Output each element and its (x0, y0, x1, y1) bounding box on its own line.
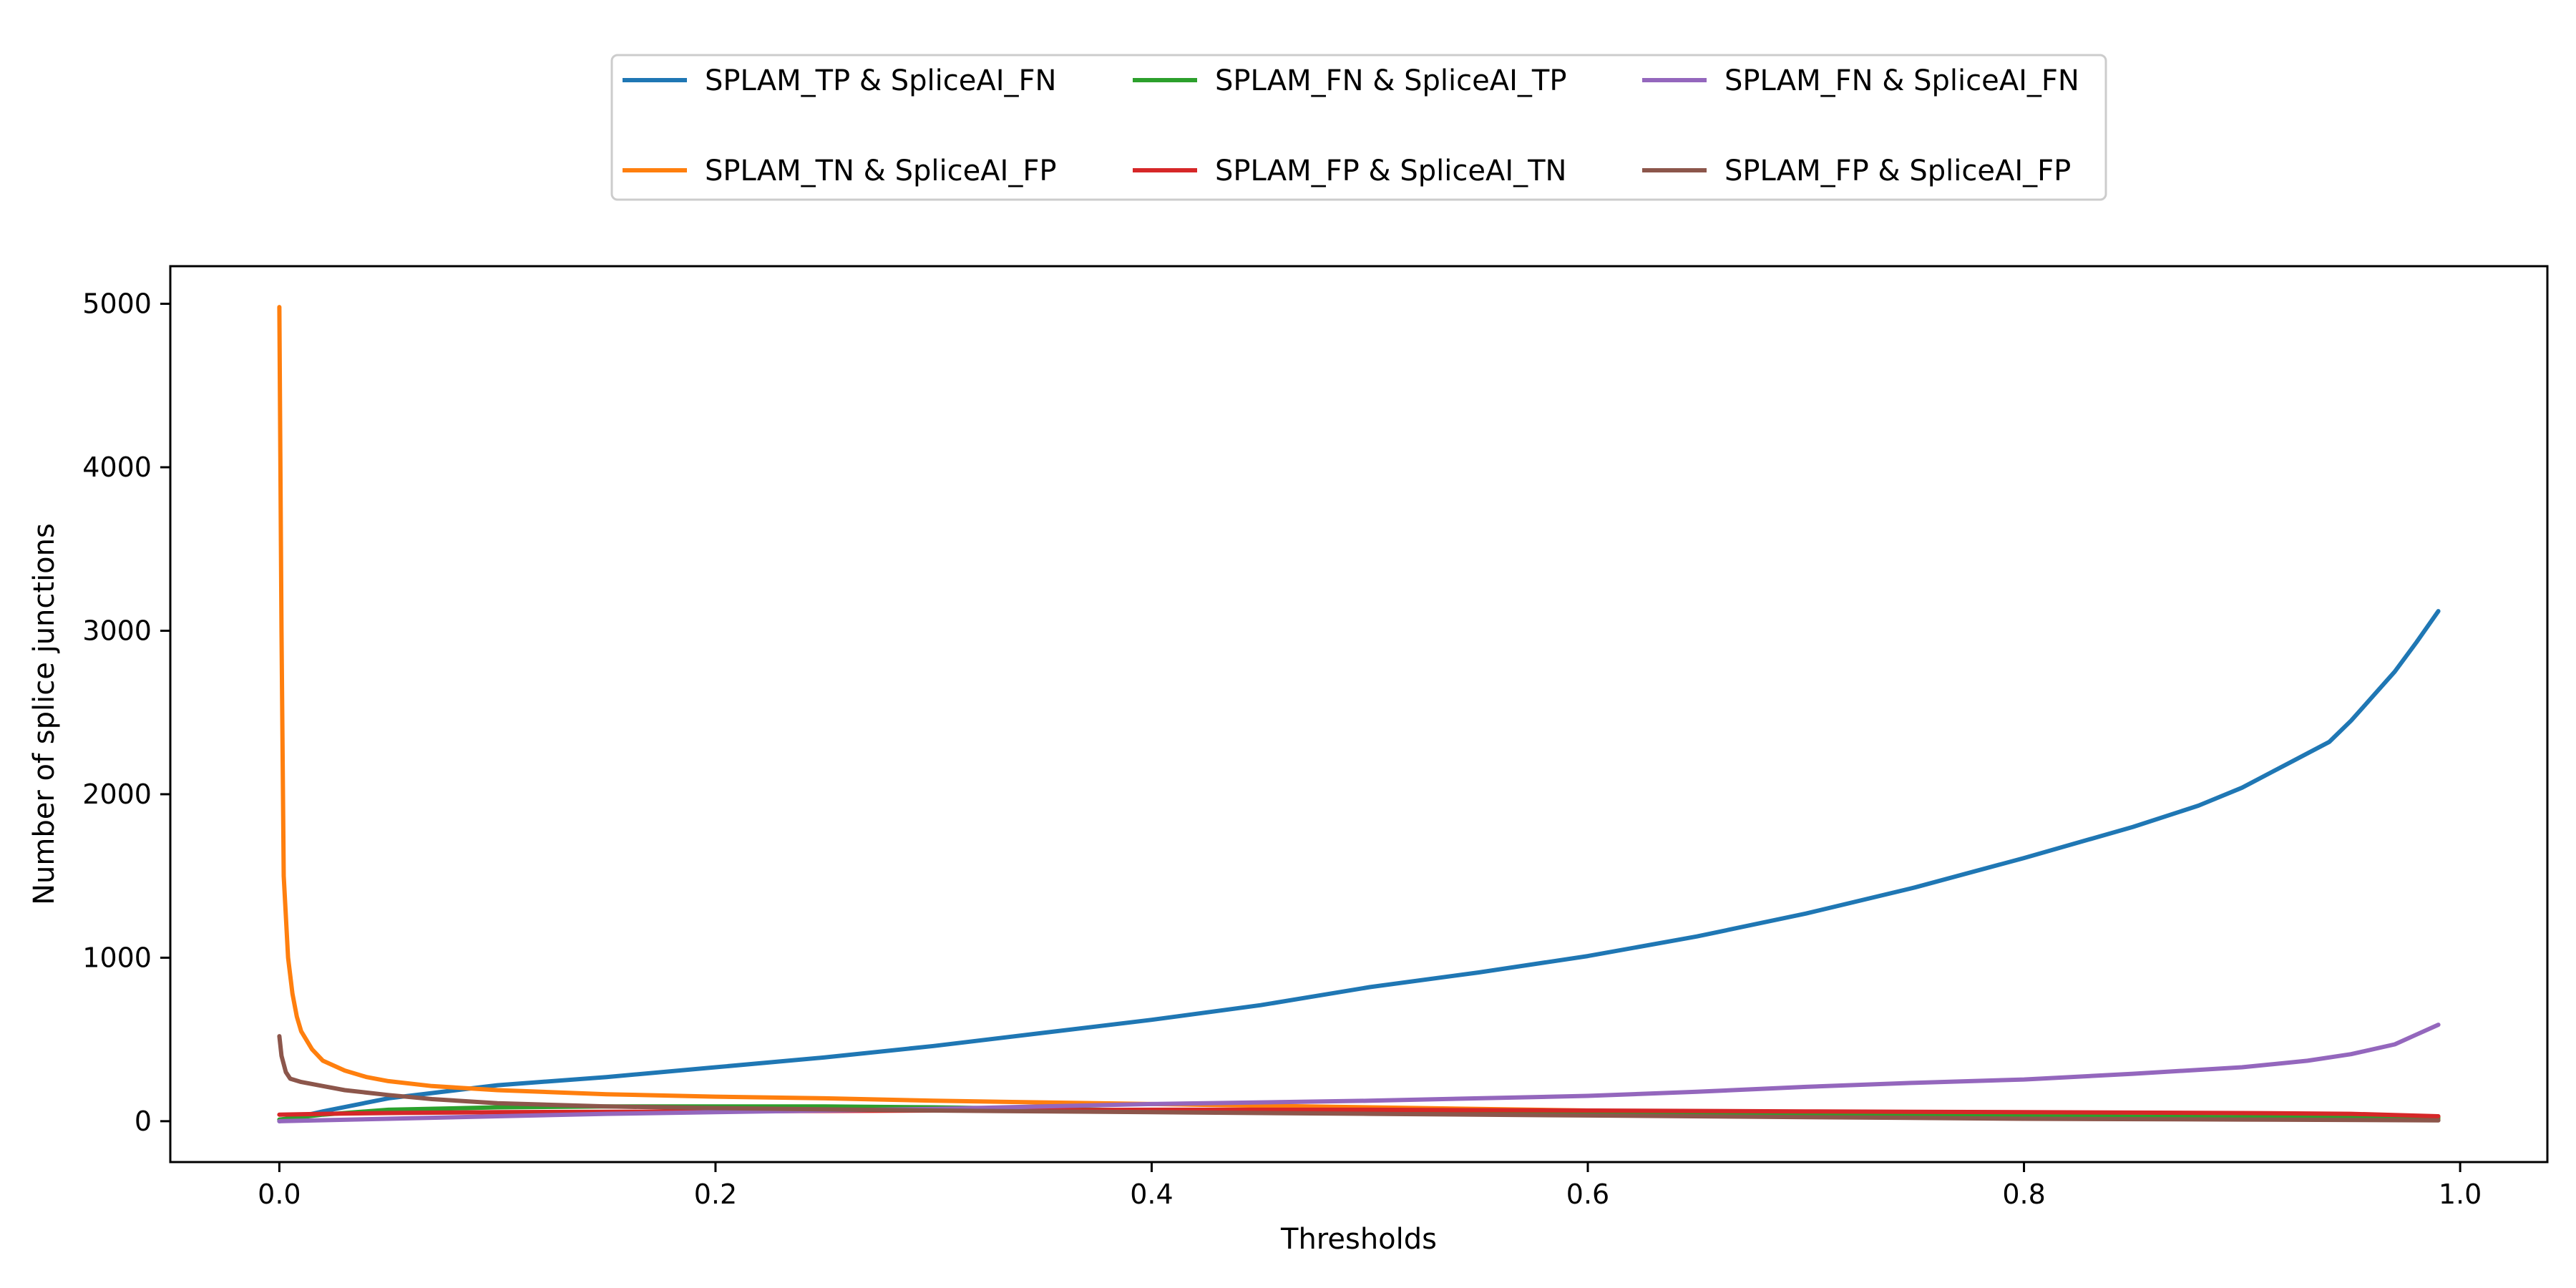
legend-label: SPLAM_TN & SpliceAI_FP (705, 155, 1056, 187)
x-tick-label: 0.8 (2002, 1179, 2045, 1210)
x-tick-label: 0.0 (258, 1179, 301, 1210)
y-axis: 0 1000 2000 3000 4000 5000 (82, 288, 170, 1137)
series-group (277, 305, 2441, 1123)
legend: SPLAM_TP & SpliceAI_FN SPLAM_TN & SpliceA… (610, 54, 2107, 201)
y-tick-label: 5000 (82, 288, 152, 320)
y-tick-label: 3000 (82, 615, 152, 646)
x-axis: 0.0 0.2 0.4 0.6 0.8 1.0 (258, 1162, 2482, 1210)
y-tick-label: 2000 (82, 779, 152, 810)
y-axis-label: Number of splice junctions (28, 523, 61, 905)
y-tick-label: 0 (135, 1106, 152, 1137)
legend-label: SPLAM_FP & SpliceAI_FP (1724, 155, 2071, 187)
y-tick-label: 1000 (82, 942, 152, 973)
plot-frame (169, 265, 2549, 1163)
y-tick-label: 4000 (82, 452, 152, 483)
x-axis-label: Thresholds (1280, 1223, 1437, 1256)
plot-area (169, 265, 2549, 1163)
x-tick-label: 0.6 (1566, 1179, 1609, 1210)
x-tick-label: 0.2 (694, 1179, 737, 1210)
legend-label: SPLAM_TP & SpliceAI_FN (705, 64, 1056, 97)
series-line-5 (277, 1023, 2441, 1123)
series-line-6 (277, 1034, 2441, 1123)
legend-label: SPLAM_FN & SpliceAI_TP (1215, 64, 1566, 97)
series-line-4 (277, 1107, 2441, 1118)
x-tick-label: 1.0 (2439, 1179, 2482, 1210)
legend-label: SPLAM_FN & SpliceAI_FN (1724, 64, 2079, 97)
legend-label: SPLAM_FP & SpliceAI_TN (1215, 155, 1566, 187)
series-line-1 (277, 609, 2441, 1123)
x-tick-label: 0.4 (1130, 1179, 1173, 1210)
legend-frame (610, 54, 2107, 201)
